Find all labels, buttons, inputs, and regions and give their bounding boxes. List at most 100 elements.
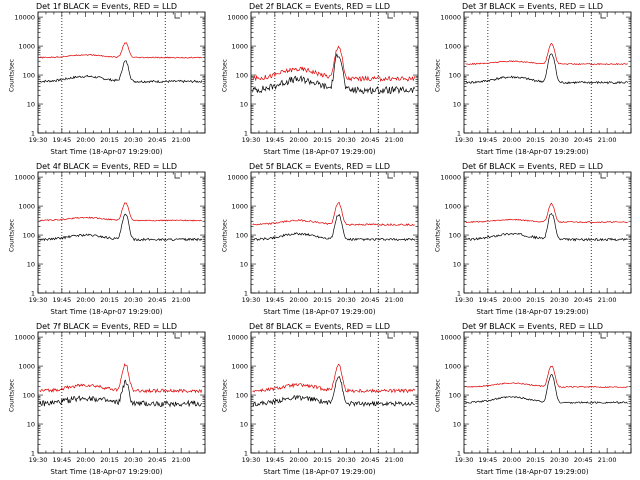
x-axis-title: Start Time (18-Apr-07 19:29:00) bbox=[50, 148, 163, 156]
chart-svg: 1 10 100 1000 10000 19:30 19:45 20:00 20:15 20:30… bbox=[440, 11, 632, 144]
series-line-lld bbox=[465, 365, 629, 389]
x-tick-label: 20:15 bbox=[100, 296, 119, 304]
x-tick-label: 20:45 bbox=[148, 456, 167, 464]
series-line-lld bbox=[39, 363, 203, 394]
chart-svg: 1 10 100 1000 10000 19:30 19:45 20:00 20:15 20:30… bbox=[14, 171, 206, 304]
y-tick-label: 100 bbox=[449, 71, 461, 79]
y-tick-label: 10000 bbox=[227, 333, 248, 341]
x-tick-label: 21:00 bbox=[598, 456, 617, 464]
x-axis-title: Start Time (18-Apr-07 19:29:00) bbox=[50, 308, 163, 316]
y-tick-label: 100 bbox=[236, 71, 248, 79]
y-tick-label: 1 bbox=[457, 129, 461, 137]
plot-frame bbox=[37, 11, 206, 134]
y-tick-label: 10 bbox=[27, 420, 35, 428]
plot-frame bbox=[463, 11, 632, 134]
chart-svg: 1 10 100 1000 10000 19:30 19:45 20:00 20:15 20:30… bbox=[14, 11, 206, 144]
y-tick-label: 100 bbox=[236, 391, 248, 399]
x-axis-title: Start Time (18-Apr-07 19:29:00) bbox=[263, 468, 376, 476]
x-tick-label: 20:30 bbox=[550, 456, 569, 464]
panel-title: Det 3f BLACK = Events, RED = LLD bbox=[461, 2, 604, 11]
x-tick-label: 20:45 bbox=[361, 136, 380, 144]
corner-marker bbox=[600, 333, 606, 339]
chart-svg: 1 10 100 1000 10000 19:30 19:45 20:00 20:15 20:30… bbox=[227, 11, 419, 144]
panel-title: Det 6f BLACK = Events, RED = LLD bbox=[461, 162, 604, 171]
y-axis-label: Counts/sec bbox=[434, 218, 442, 253]
x-tick-label: 21:00 bbox=[598, 296, 617, 304]
x-tick-label: 20:00 bbox=[289, 136, 308, 144]
x-tick-label: 20:45 bbox=[361, 296, 380, 304]
series-line-events bbox=[39, 60, 203, 84]
y-tick-label: 100 bbox=[23, 71, 35, 79]
series-line-lld bbox=[39, 42, 202, 59]
y-tick-label: 100 bbox=[449, 231, 461, 239]
series-line-lld bbox=[39, 202, 202, 222]
x-axis-title: Start Time (18-Apr-07 19:29:00) bbox=[476, 468, 589, 476]
y-tick-label: 1000 bbox=[444, 202, 461, 210]
x-axis-title: Start Time (18-Apr-07 19:29:00) bbox=[476, 148, 589, 156]
x-tick-label: 20:45 bbox=[574, 296, 593, 304]
corner-marker bbox=[387, 13, 393, 19]
y-axis-label: Counts/sec bbox=[8, 218, 16, 253]
y-axis-label: Counts/sec bbox=[8, 378, 16, 413]
chart-svg: 1 10 100 1000 10000 19:30 19:45 20:00 20:15 20:30… bbox=[227, 331, 419, 464]
series-line-lld bbox=[465, 42, 628, 66]
x-tick-label: 20:30 bbox=[124, 296, 143, 304]
y-tick-label: 100 bbox=[449, 391, 461, 399]
x-tick-label: 20:45 bbox=[361, 456, 380, 464]
y-tick-label: 1000 bbox=[18, 42, 35, 50]
y-tick-label: 1000 bbox=[444, 362, 461, 370]
y-tick-label: 1000 bbox=[444, 42, 461, 50]
x-tick-label: 20:00 bbox=[502, 296, 521, 304]
x-tick-label: 20:30 bbox=[550, 296, 569, 304]
x-tick-label: 19:30 bbox=[455, 456, 474, 464]
y-tick-label: 1 bbox=[31, 449, 35, 457]
y-tick-label: 100 bbox=[23, 391, 35, 399]
y-tick-label: 100 bbox=[23, 231, 35, 239]
y-axis-label: Counts/sec bbox=[221, 378, 229, 413]
y-axis-label: Counts/sec bbox=[221, 58, 229, 93]
x-tick-label: 19:30 bbox=[242, 456, 261, 464]
x-axis-title: Start Time (18-Apr-07 19:29:00) bbox=[50, 468, 163, 476]
x-tick-label: 19:45 bbox=[52, 456, 71, 464]
x-tick-label: 20:00 bbox=[76, 296, 95, 304]
x-tick-label: 20:15 bbox=[100, 456, 119, 464]
plot-frame bbox=[250, 171, 419, 294]
x-tick-label: 19:45 bbox=[52, 296, 71, 304]
plot-frame bbox=[37, 171, 206, 294]
series-line-events bbox=[465, 374, 628, 404]
x-tick-label: 19:45 bbox=[265, 456, 284, 464]
x-tick-label: 19:30 bbox=[29, 296, 48, 304]
panel-title: Det 7f BLACK = Events, RED = LLD bbox=[35, 322, 178, 331]
x-tick-label: 20:15 bbox=[526, 136, 545, 144]
panel-title: Det 5f BLACK = Events, RED = LLD bbox=[248, 162, 391, 171]
x-tick-label: 20:15 bbox=[526, 296, 545, 304]
series-line-events bbox=[39, 213, 203, 242]
x-tick-label: 19:30 bbox=[242, 136, 261, 144]
corner-marker bbox=[387, 173, 393, 179]
y-tick-label: 1 bbox=[457, 449, 461, 457]
chart-panel-2: 1 10 100 1000 10000 19:30 19:45 20:00 20:15 20:30… bbox=[213, 0, 426, 160]
y-tick-label: 10000 bbox=[440, 333, 461, 341]
x-tick-label: 20:15 bbox=[313, 296, 332, 304]
series-line-events bbox=[252, 213, 416, 242]
chart-panel-3: 1 10 100 1000 10000 19:30 19:45 20:00 20:15 20:30… bbox=[426, 0, 639, 160]
y-tick-label: 10 bbox=[27, 100, 35, 108]
x-tick-label: 21:00 bbox=[172, 456, 191, 464]
corner-marker bbox=[387, 333, 393, 339]
x-axis-title: Start Time (18-Apr-07 19:29:00) bbox=[263, 148, 376, 156]
x-tick-label: 20:00 bbox=[76, 456, 95, 464]
corner-marker bbox=[174, 13, 180, 19]
y-tick-label: 10000 bbox=[14, 333, 35, 341]
chart-svg: 1 10 100 1000 10000 19:30 19:45 20:00 20:15 20:30… bbox=[227, 171, 419, 304]
x-tick-label: 19:45 bbox=[478, 296, 497, 304]
chart-panel-5: 1 10 100 1000 10000 19:30 19:45 20:00 20:15 20:30… bbox=[213, 160, 426, 320]
y-tick-label: 1000 bbox=[18, 202, 35, 210]
x-tick-label: 20:15 bbox=[526, 456, 545, 464]
series-line-events bbox=[252, 53, 416, 95]
panel-title: Det 9f BLACK = Events, RED = LLD bbox=[461, 322, 604, 331]
chart-panel-7: 1 10 100 1000 10000 19:30 19:45 20:00 20:15 20:30… bbox=[0, 320, 213, 480]
x-tick-label: 20:15 bbox=[100, 136, 119, 144]
chart-svg: 1 10 100 1000 10000 19:30 19:45 20:00 20:15 20:30… bbox=[440, 171, 632, 304]
x-tick-label: 20:45 bbox=[148, 136, 167, 144]
